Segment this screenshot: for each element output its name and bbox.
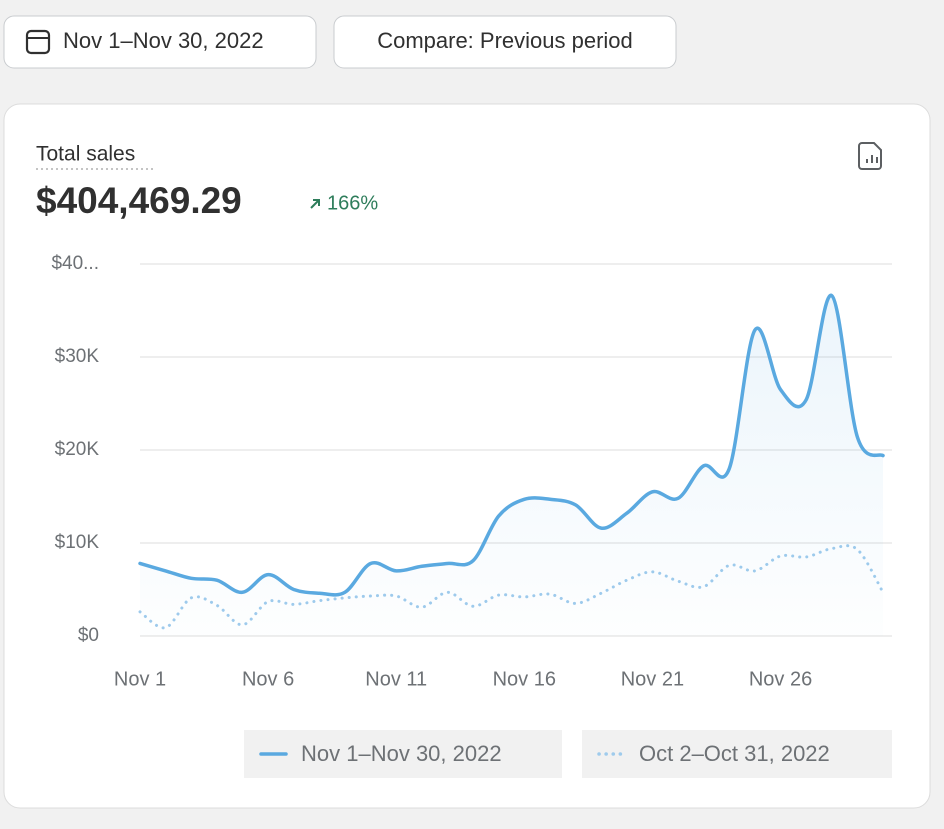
legend: Nov 1–Nov 30, 2022 Oct 2–Oct 31, 2022	[244, 730, 892, 778]
legend-label: Oct 2–Oct 31, 2022	[639, 741, 830, 766]
compare-button[interactable]: Compare: Previous period	[333, 15, 677, 69]
metric-value: $404,469.29	[36, 180, 242, 221]
x-tick-label: Nov 26	[749, 668, 812, 690]
legend-item[interactable]: Oct 2–Oct 31, 2022	[582, 730, 892, 778]
legend-label: Nov 1–Nov 30, 2022	[301, 741, 502, 766]
legend-bg	[244, 730, 562, 778]
y-tick-label: $0	[78, 625, 99, 646]
x-tick-label: Nov 16	[493, 668, 556, 690]
change: 166%	[327, 192, 378, 214]
date-button[interactable]: Nov 1–Nov 30, 2022	[3, 15, 317, 69]
x-tick-label: Nov 6	[242, 668, 294, 690]
area	[140, 295, 883, 636]
y-tick-label: $20K	[55, 439, 100, 460]
button-label: Nov 1–Nov 30, 2022	[63, 28, 264, 53]
button-label: Compare: Previous period	[377, 28, 633, 53]
metric-label[interactable]: Total sales	[36, 143, 135, 166]
up-arrow	[310, 199, 320, 209]
y-tick-label: $40...	[51, 253, 99, 274]
x-tick-label: Nov 1	[114, 668, 166, 690]
button-bg	[3, 15, 317, 69]
y-tick-label: $10K	[55, 532, 100, 553]
x-tick-label: Nov 11	[365, 668, 427, 690]
y-tick-label: $30K	[55, 346, 100, 367]
icon	[866, 155, 878, 163]
export-icon[interactable]	[858, 142, 882, 170]
icon	[858, 142, 882, 170]
calendar-icon	[25, 29, 51, 55]
legend-bg	[582, 730, 892, 778]
button-bg	[333, 15, 677, 69]
x-tick-label: Nov 21	[621, 668, 684, 690]
series-line	[138, 293, 885, 597]
legend-item[interactable]: Nov 1–Nov 30, 2022	[244, 730, 562, 778]
